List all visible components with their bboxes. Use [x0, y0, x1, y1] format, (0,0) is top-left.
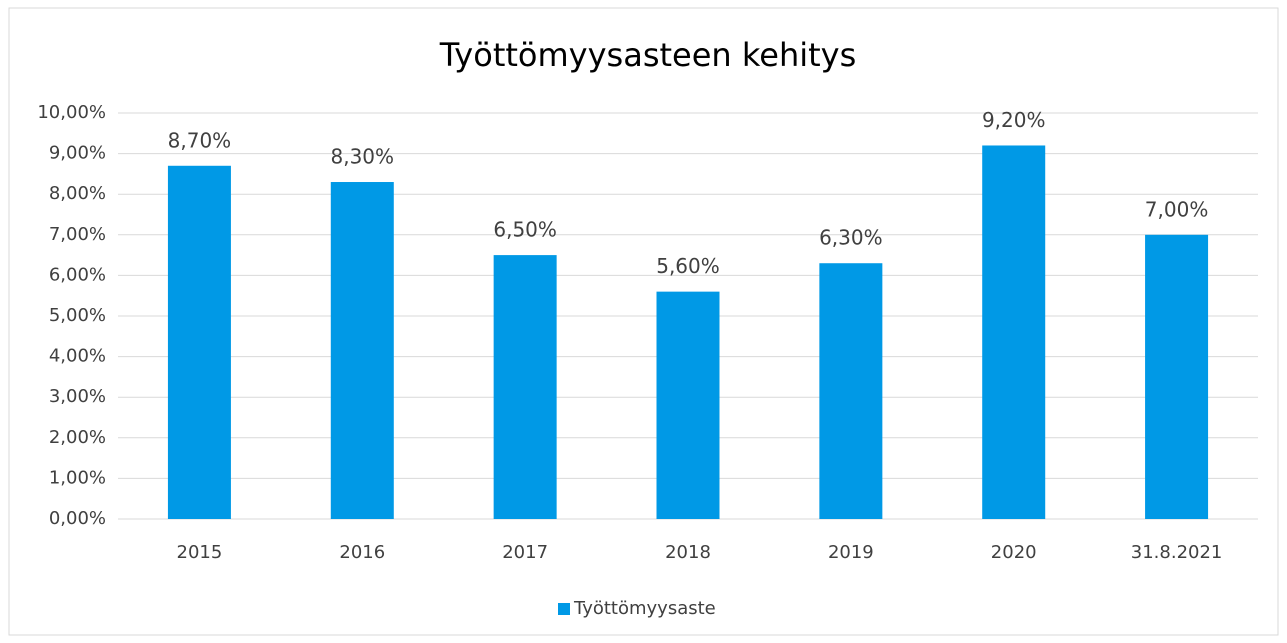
- x-tick-label: 2020: [991, 542, 1037, 563]
- bar: [656, 291, 720, 519]
- x-tick-label: 2019: [828, 542, 874, 563]
- data-label: 5,60%: [656, 254, 720, 278]
- x-tick-label: 2017: [502, 542, 548, 563]
- y-tick-label: 9,00%: [49, 143, 106, 164]
- data-label: 9,20%: [982, 108, 1046, 132]
- bar: [330, 182, 394, 519]
- y-tick-label: 7,00%: [49, 224, 106, 245]
- y-tick-label: 4,00%: [49, 346, 106, 367]
- legend-label: Työttömyysaste: [573, 598, 716, 619]
- y-tick-label: 2,00%: [49, 427, 106, 448]
- y-tick-label: 6,00%: [49, 264, 106, 285]
- data-label: 8,70%: [168, 128, 232, 152]
- data-label: 6,50%: [493, 218, 557, 242]
- x-tick-label: 2015: [177, 542, 223, 563]
- x-tick-label: 2016: [339, 542, 385, 563]
- bar: [493, 255, 557, 519]
- bar: [982, 145, 1046, 520]
- bar: [167, 165, 231, 519]
- chart-title: Työttömyysasteen kehitys: [439, 36, 857, 74]
- y-tick-label: 10,00%: [37, 102, 106, 123]
- y-tick-label: 0,00%: [49, 508, 106, 529]
- x-tick-label: 31.8.2021: [1131, 542, 1223, 563]
- x-tick-label: 2018: [665, 542, 711, 563]
- data-label: 7,00%: [1145, 197, 1209, 221]
- y-tick-label: 1,00%: [49, 467, 106, 488]
- y-tick-label: 8,00%: [49, 183, 106, 204]
- data-label: 8,30%: [331, 145, 395, 169]
- y-tick-label: 5,00%: [49, 305, 106, 326]
- data-label: 6,30%: [819, 226, 883, 250]
- bar: [1145, 234, 1209, 520]
- y-tick-label: 3,00%: [49, 386, 106, 407]
- bar: [819, 263, 883, 519]
- legend-swatch: [558, 603, 570, 615]
